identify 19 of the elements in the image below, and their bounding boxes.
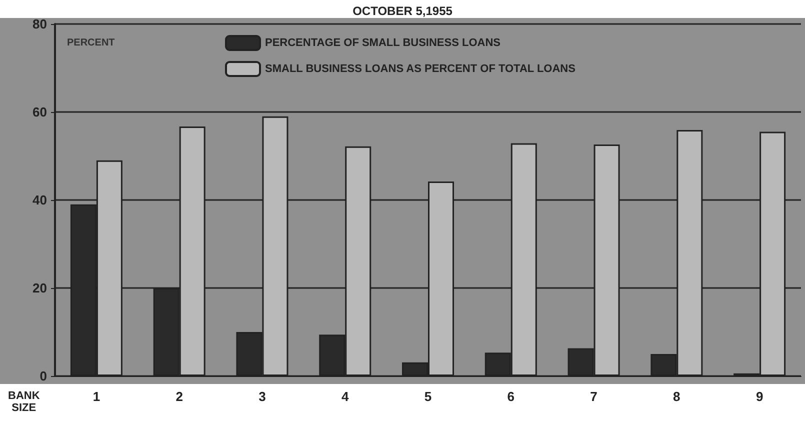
x-axis-title: BANK SIZE <box>8 390 40 414</box>
x-tick-label: 8 <box>673 389 680 404</box>
y-tick-label: 60 <box>32 104 47 120</box>
y-tick-label: 80 <box>32 16 47 32</box>
x-tick-label: 2 <box>176 389 183 404</box>
y-axis-title: PERCENT <box>67 38 115 48</box>
x-tick-label: 9 <box>756 389 764 404</box>
x-tick-label: 5 <box>424 389 432 404</box>
chart-title: OCTOBER 5,1955 <box>352 4 453 18</box>
x-tick-label: 3 <box>258 389 266 404</box>
x-tick-label: 4 <box>341 389 350 404</box>
y-tick-label: 20 <box>32 280 47 296</box>
legend-label: SMALL BUSINESS LOANS AS PERCENT OF TOTAL LOANS <box>265 63 576 75</box>
y-tick-label: 40 <box>32 192 47 208</box>
x-tick-label: 7 <box>590 389 598 404</box>
x-tick-label: 6 <box>507 389 515 404</box>
x-tick-label: 1 <box>92 389 100 404</box>
y-tick-label: 0 <box>40 368 47 384</box>
legend-label: PERCENTAGE OF SMALL BUSINESS LOANS <box>265 37 501 49</box>
